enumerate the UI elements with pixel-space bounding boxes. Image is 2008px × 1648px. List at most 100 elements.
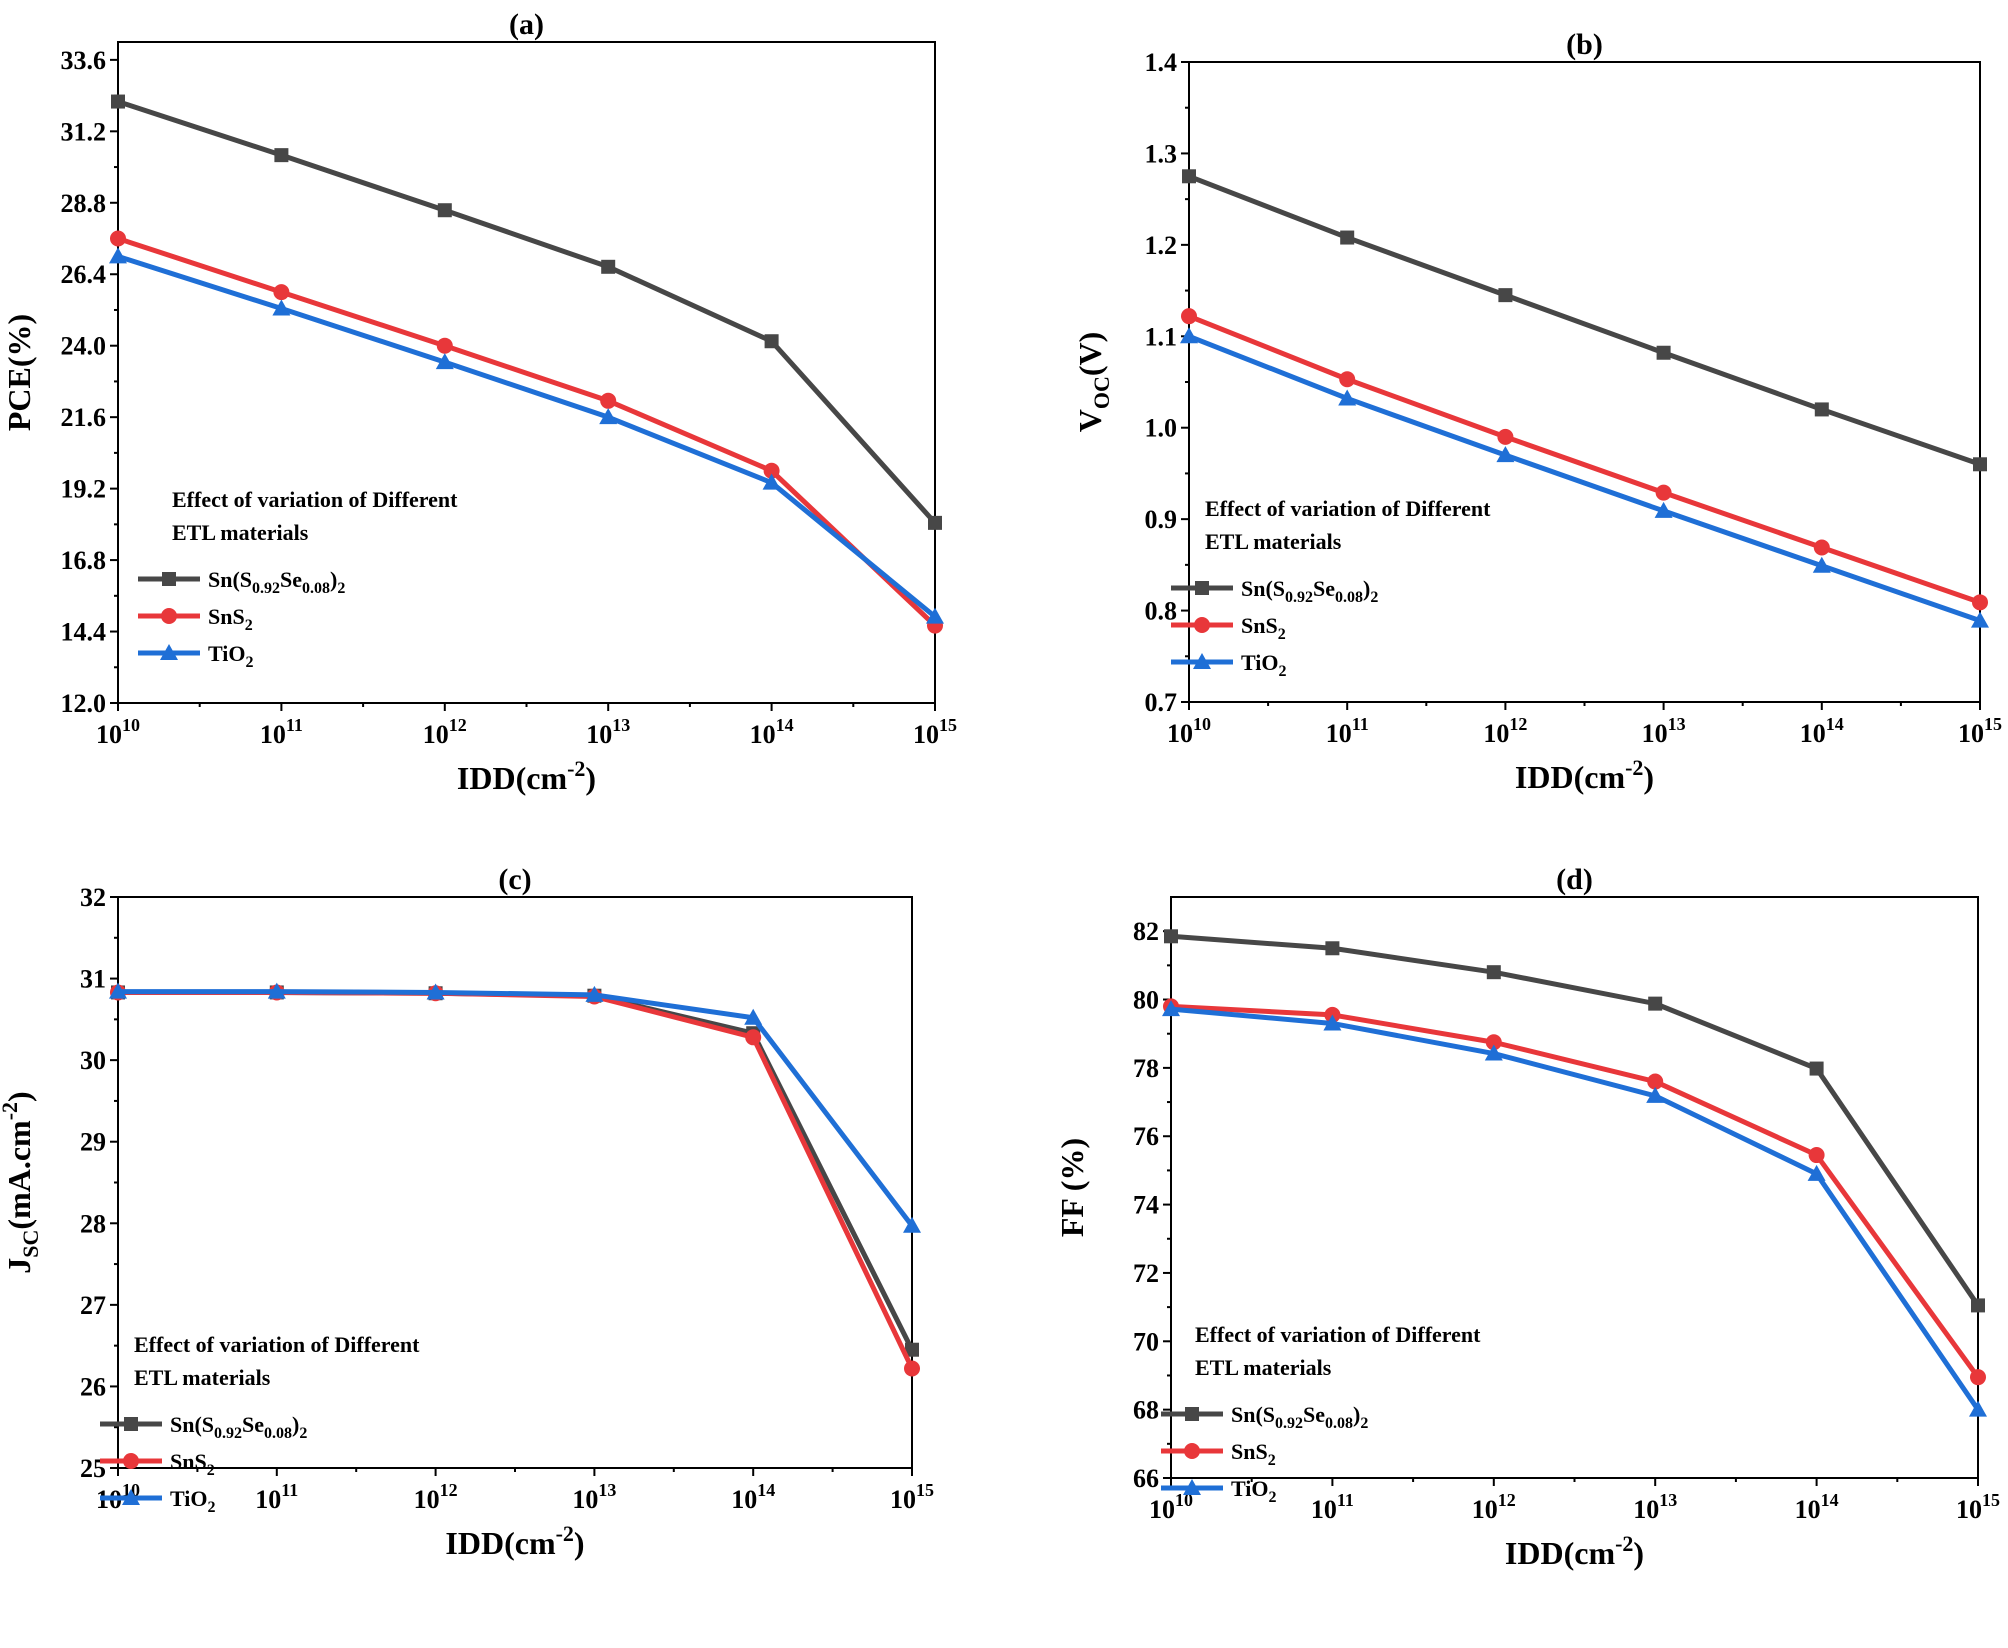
x-tick-label: 1013 (572, 1480, 616, 1514)
legend-entry: SnS2 (1241, 613, 1286, 643)
y-tick-label: 1.2 (1145, 231, 1178, 260)
legend-marker (1184, 1443, 1200, 1459)
legend-entry: Sn(S0.92Se0.08)2 (170, 1412, 307, 1442)
legend-note: Effect of variation of Different (1195, 1322, 1481, 1347)
series-line (1170, 1006, 1981, 1412)
panel-title: (b) (1566, 28, 1603, 61)
series-line (118, 989, 914, 1228)
x-tick-label: 1012 (1483, 714, 1527, 748)
series-0 (111, 94, 942, 530)
series-line (118, 989, 915, 1351)
data-point (926, 607, 944, 624)
y-tick-label: 19.2 (61, 475, 107, 504)
y-axis-label: PCE(%) (1, 314, 37, 431)
y-tick-label: 66 (1133, 1464, 1159, 1493)
y-tick-label: 28.8 (61, 189, 107, 218)
data-point (1340, 230, 1355, 245)
x-tick-label: 1014 (1795, 1490, 1839, 1524)
data-point (764, 334, 779, 349)
legend-marker (160, 644, 178, 660)
y-tick-label: 21.6 (61, 403, 107, 432)
data-point (1323, 1014, 1342, 1031)
data-point (1973, 457, 1987, 472)
panel-title: (d) (1556, 863, 1593, 896)
data-point (762, 473, 781, 490)
data-point (744, 1008, 763, 1025)
series-line (117, 99, 937, 525)
series-2 (109, 982, 921, 1233)
y-tick-label: 32 (80, 883, 106, 912)
y-tick-label: 70 (1133, 1327, 1159, 1356)
data-point (435, 353, 454, 370)
legend-entry: SnS2 (1231, 1439, 1276, 1469)
data-point (1498, 288, 1513, 303)
x-tick-label: 1015 (913, 715, 957, 749)
data-point (426, 983, 445, 1000)
x-tick-label: 1013 (586, 715, 630, 749)
data-point (745, 1029, 762, 1046)
data-point (1812, 556, 1831, 573)
y-tick-label: 0.9 (1145, 505, 1178, 534)
data-point (905, 1342, 919, 1357)
x-tick-label: 1015 (1958, 714, 2002, 748)
data-point (1969, 1400, 1987, 1417)
series-line (1188, 333, 1981, 623)
series-line (1188, 313, 1981, 605)
x-tick-label: 1011 (1326, 714, 1369, 748)
data-point (1325, 941, 1340, 956)
series-line (1170, 933, 1981, 1307)
legend-entry: SnS2 (170, 1449, 215, 1479)
series-line (117, 236, 937, 628)
legend-note: ETL materials (134, 1365, 271, 1390)
legend-entry: Sn(S0.92Se0.08)2 (1231, 1402, 1368, 1432)
series-0 (1164, 929, 1985, 1313)
legend: Effect of variation of Different ETL mate… (1171, 496, 1491, 680)
data-point (1486, 965, 1501, 980)
series-2 (1180, 327, 1989, 628)
data-point (1497, 428, 1514, 445)
y-tick-label: 25 (80, 1454, 106, 1483)
x-tick-label: 1011 (260, 715, 303, 749)
y-tick-label: 1.0 (1145, 414, 1178, 443)
y-tick-label: 31 (80, 965, 106, 994)
y-tick-label: 76 (1133, 1122, 1159, 1151)
y-tick-label: 26 (80, 1372, 106, 1401)
legend: Effect of variation of Different ETL mate… (100, 1332, 420, 1516)
legend-entry: Sn(S0.92Se0.08)2 (1241, 576, 1378, 606)
series-1 (1181, 308, 1988, 611)
data-point (1971, 1298, 1985, 1313)
y-tick-label: 1.3 (1145, 139, 1178, 168)
data-point (109, 982, 127, 999)
data-point (1970, 1369, 1986, 1386)
series-1 (110, 984, 920, 1377)
x-tick-label: 1012 (423, 715, 467, 749)
y-tick-label: 12.0 (61, 689, 107, 718)
x-tick-label: 1014 (731, 1480, 775, 1514)
legend-entry: Sn(S0.92Se0.08)2 (208, 567, 345, 597)
x-tick-label: 1010 (96, 715, 140, 749)
y-tick-label: 74 (1133, 1191, 1159, 1220)
plot-frame (1170, 896, 1979, 1479)
data-point (763, 462, 780, 479)
legend-marker (1183, 1479, 1201, 1495)
data-point (1180, 327, 1198, 344)
series-2 (1162, 1000, 1987, 1417)
y-tick-label: 82 (1133, 917, 1159, 946)
series-0 (111, 985, 919, 1357)
data-point (1814, 402, 1829, 417)
data-point (274, 148, 289, 163)
y-tick-label: 29 (80, 1128, 106, 1157)
data-point (904, 1360, 920, 1377)
series-0 (1182, 169, 1987, 472)
legend-marker (123, 1453, 139, 1469)
data-point (110, 230, 126, 247)
y-tick-label: 24.0 (61, 332, 107, 361)
data-point (1656, 345, 1671, 360)
y-tick-label: 30 (80, 1046, 106, 1075)
series-line (1170, 1003, 1981, 1379)
series-line (117, 253, 937, 619)
data-point (1808, 1147, 1825, 1164)
data-point (1181, 308, 1197, 325)
data-point (1164, 929, 1178, 944)
